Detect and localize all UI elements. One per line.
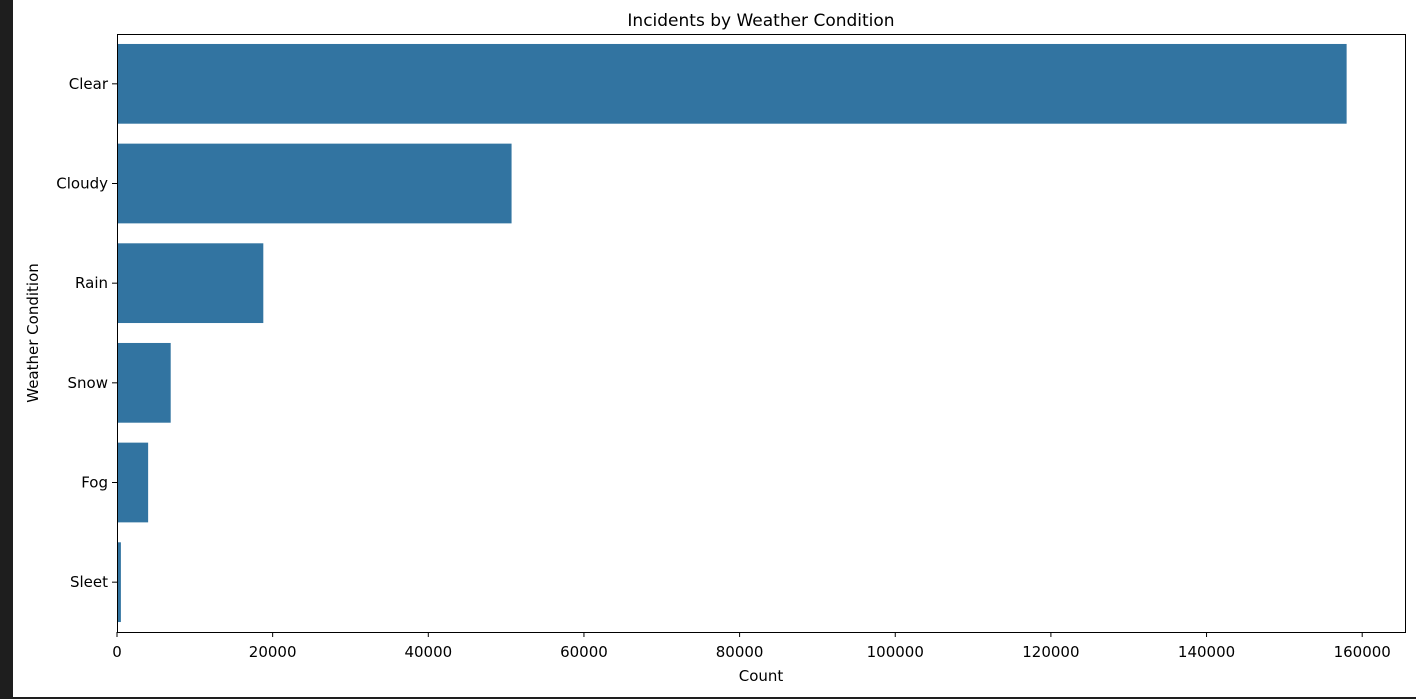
x-tick-label: 60000 <box>560 643 608 661</box>
x-tick-label: 140000 <box>1178 643 1235 661</box>
x-tick-label: 40000 <box>404 643 452 661</box>
y-axis-title: Weather Condition <box>24 263 42 403</box>
bar-chart: Incidents by Weather Condition Clear Clou… <box>24 11 1406 685</box>
y-tick-label-clear: Clear <box>69 75 109 93</box>
y-tick-label-fog: Fog <box>81 474 108 492</box>
bar-sleet <box>117 542 121 623</box>
y-tick-label-rain: Rain <box>75 274 108 292</box>
x-tick-label: 20000 <box>249 643 297 661</box>
y-tick-label-cloudy: Cloudy <box>56 175 108 193</box>
x-tick-label: 160000 <box>1334 643 1391 661</box>
x-tick-label: 80000 <box>716 643 764 661</box>
x-tick-label: 0 <box>112 643 122 661</box>
x-axis-title: Count <box>739 667 784 685</box>
bar-clear <box>117 43 1347 124</box>
bar-cloudy <box>117 143 512 224</box>
bar-rain <box>117 243 264 324</box>
y-tick-label-snow: Snow <box>68 374 108 392</box>
y-tick-label-sleet: Sleet <box>70 573 108 591</box>
bars-group <box>117 43 1347 623</box>
bar-fog <box>117 442 149 523</box>
x-axis-ticks: 0 20000 40000 60000 80000 100000 120000 140000 1… <box>112 632 1391 661</box>
x-tick-label: 100000 <box>867 643 924 661</box>
bar-snow <box>117 342 171 423</box>
y-axis-ticks: Clear Cloudy Rain Snow Fog Sleet <box>56 75 117 591</box>
x-tick-label: 120000 <box>1022 643 1079 661</box>
chart-frame: Incidents by Weather Condition Clear Clou… <box>13 0 1416 697</box>
chart-title: Incidents by Weather Condition <box>627 11 894 31</box>
plot-area-border <box>117 34 1406 633</box>
